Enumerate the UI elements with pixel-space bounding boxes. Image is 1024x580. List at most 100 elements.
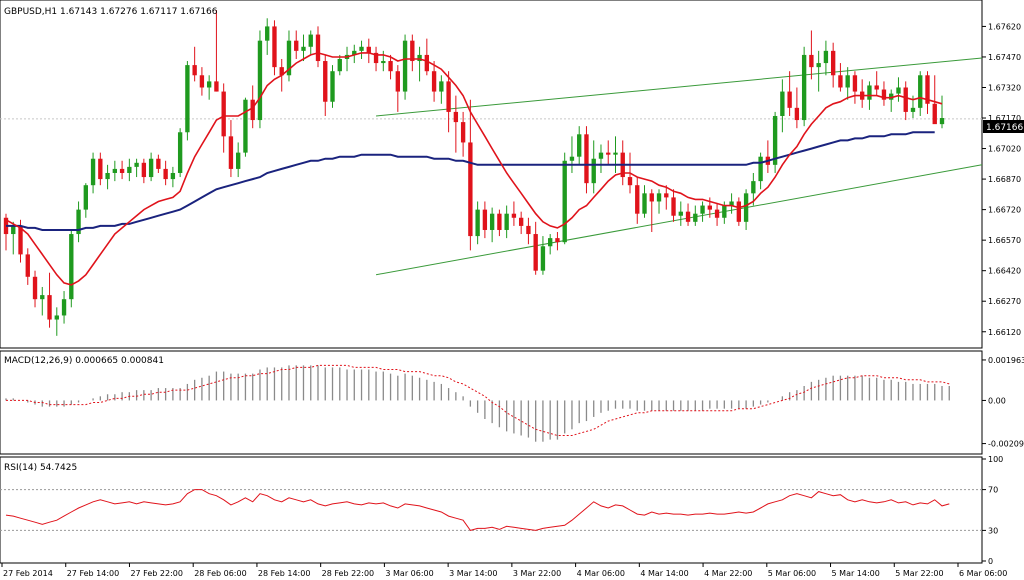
candle-body	[192, 65, 197, 76]
candle-body	[257, 40, 263, 121]
candle-body	[286, 40, 292, 76]
time-tick-label: 4 Mar 06:00	[577, 569, 625, 578]
rsi-pane[interactable]	[0, 456, 983, 564]
candle-body	[424, 54, 430, 72]
candle-body	[729, 201, 734, 206]
candle-body	[119, 168, 125, 173]
price-tick-label: 1.66570	[988, 236, 1021, 245]
candle-body	[714, 209, 720, 218]
current-price-badge	[983, 120, 1024, 133]
candle-body	[294, 40, 299, 51]
candle-body	[301, 46, 306, 51]
candle-body	[410, 40, 415, 62]
candle-body	[794, 107, 800, 121]
candle-body	[98, 158, 103, 180]
moving-averages	[5, 52, 943, 286]
price-tick-label: 1.66420	[988, 267, 1021, 276]
macd-pane[interactable]	[0, 350, 983, 455]
candle-body	[112, 168, 118, 173]
candle-body	[939, 118, 945, 125]
candle-body	[32, 276, 38, 300]
candle-body	[772, 115, 778, 165]
candle-body	[468, 142, 473, 237]
candle-body	[598, 152, 604, 159]
candle-body	[874, 85, 879, 90]
candle-body	[453, 111, 459, 123]
time-tick-label: 3 Mar 14:00	[449, 569, 497, 578]
price-tick-label: 1.66720	[988, 206, 1021, 215]
candle-body	[722, 205, 727, 218]
candle-body	[562, 160, 567, 243]
candle-body	[700, 205, 705, 214]
candle-body	[431, 71, 437, 92]
candle-body	[743, 193, 749, 222]
candle-body	[47, 295, 52, 320]
candle-body	[693, 213, 698, 222]
rsi-tick-label: 70	[988, 486, 998, 495]
candle-body	[134, 162, 139, 167]
candle-body	[228, 136, 234, 169]
macd-tick-label: 0.00	[988, 396, 1006, 405]
price-tick-label: 1.67020	[988, 145, 1021, 154]
candle-body	[925, 75, 930, 104]
candle-body	[105, 172, 110, 180]
candle-body	[889, 93, 894, 100]
trend-channel	[375, 57, 983, 276]
time-tick-label: 4 Mar 22:00	[704, 569, 752, 578]
time-tick-label: 28 Feb 14:00	[258, 569, 310, 578]
candle-body	[881, 89, 887, 100]
candle-body	[69, 234, 74, 300]
candle-body	[838, 75, 843, 88]
rsi-tick-label: 0	[988, 557, 993, 566]
candle-body	[381, 61, 386, 64]
candle-body	[678, 211, 683, 216]
price-tick-label: 1.66270	[988, 297, 1021, 306]
candle-body	[141, 162, 147, 178]
candle-body	[932, 103, 937, 125]
candle-body	[584, 134, 589, 184]
candle-body	[787, 91, 792, 108]
candle-body	[845, 75, 850, 88]
candle-body	[395, 71, 400, 92]
time-tick-label: 28 Feb 22:00	[322, 569, 374, 578]
channel-upper-line	[375, 57, 983, 117]
candle-body	[489, 213, 495, 230]
candle-body	[801, 54, 807, 121]
candle-body	[635, 185, 640, 214]
chart-symbol-header: GBPUSD,H1 1.67143 1.67276 1.67117 1.6716…	[4, 7, 218, 17]
channel-lower-line	[375, 164, 983, 276]
candle-body	[830, 50, 836, 76]
candle-body	[236, 152, 241, 169]
price-tick-label: 1.66870	[988, 175, 1021, 184]
rsi-tick-label: 30	[988, 526, 998, 535]
candle-body	[671, 197, 676, 216]
candle-body	[206, 81, 212, 88]
candle-body	[265, 26, 270, 41]
candle-body	[751, 181, 756, 194]
macd-axis: 0.001963 0.00 -0.002092	[982, 356, 1024, 449]
candle-body	[780, 91, 785, 116]
candle-body	[90, 158, 96, 186]
candle-body	[816, 63, 821, 68]
candle-body	[758, 156, 763, 182]
time-tick-label: 27 Feb 14:00	[67, 569, 119, 578]
rsi-label: RSI(14) 54.7425	[4, 463, 77, 473]
candle-body	[163, 168, 168, 180]
candle-body	[54, 315, 59, 320]
price-tick-label: 1.67470	[988, 53, 1021, 62]
candle-body	[402, 40, 408, 92]
candle-body	[25, 254, 30, 277]
candle-body	[809, 54, 814, 68]
price-tick-label: 1.67320	[988, 83, 1021, 92]
candle-body	[823, 50, 829, 64]
time-tick-label: 6 Mar 06:00	[959, 569, 1007, 578]
candle-body	[460, 122, 466, 143]
candle-body	[664, 193, 669, 198]
time-tick-label: 27 Feb 2014	[3, 569, 53, 578]
candle-body	[250, 99, 255, 121]
candle-body	[279, 67, 284, 76]
candle-body	[366, 46, 371, 53]
candle-body	[569, 156, 575, 161]
candle-body	[76, 209, 81, 235]
